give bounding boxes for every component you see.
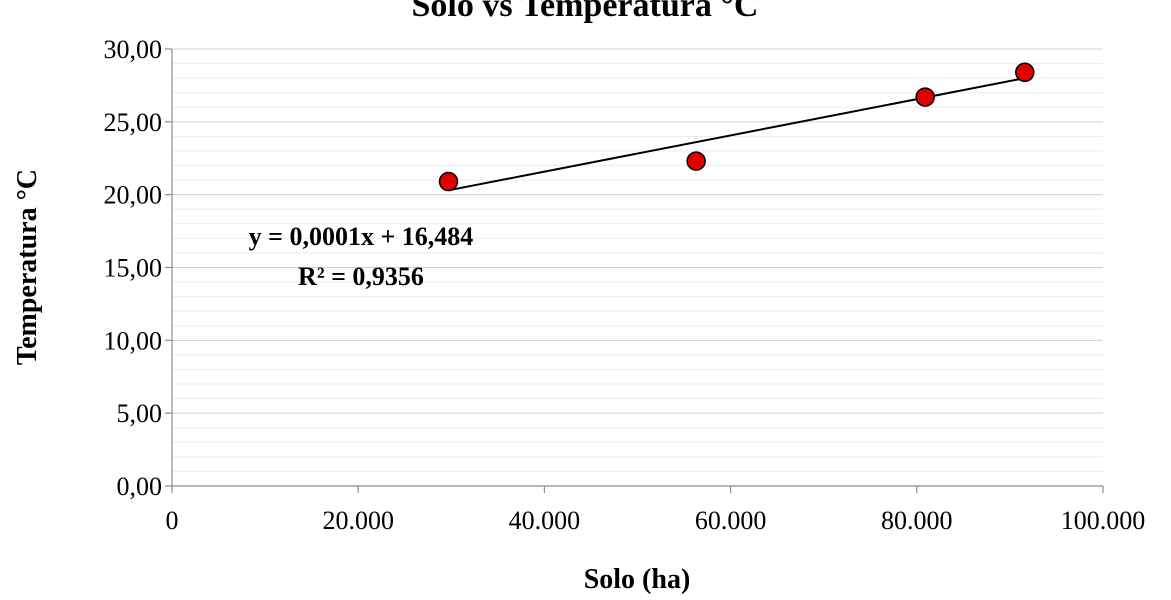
- y-tick-label: 10,00: [104, 326, 163, 355]
- y-axis-title: Temperatura °C: [12, 169, 43, 365]
- data-point: [686, 151, 706, 171]
- trendline-equation: y = 0,0001x + 16,484: [249, 222, 474, 251]
- points-layer: [438, 62, 1035, 192]
- data-point: [1015, 62, 1035, 83]
- data-point: [915, 87, 935, 107]
- y-tick-label: 15,00: [104, 254, 163, 283]
- x-axis-title: Solo (ha): [584, 564, 691, 595]
- x-tick-label: 40.000: [509, 506, 581, 535]
- x-tick-label: 0: [166, 506, 179, 535]
- tick-labels: 0,00 5,00 10,00 15,00 20,00 25,00 30,00 0 20.000…: [104, 35, 1146, 535]
- x-tick-label: 80.000: [881, 506, 953, 535]
- trendline: [448, 77, 1025, 192]
- x-tick-label: 20.000: [322, 506, 394, 535]
- r-squared-label: R² = 0,9356: [298, 262, 424, 291]
- y-tick-label: 25,00: [104, 108, 163, 137]
- chart-title: Solo vs Temperatura °C: [411, 0, 758, 24]
- axes-layer: [165, 48, 1104, 493]
- x-tick-label: 100.000: [1061, 506, 1146, 535]
- y-tick-label: 5,00: [117, 399, 163, 428]
- grid-layer: [172, 48, 1103, 472]
- y-tick-label: 30,00: [104, 35, 163, 64]
- y-tick-label: 20,00: [104, 181, 163, 210]
- x-tick-label: 60.000: [695, 506, 767, 535]
- y-tick-label: 0,00: [117, 472, 163, 501]
- data-point: [438, 171, 459, 192]
- trendline-layer: [448, 77, 1025, 192]
